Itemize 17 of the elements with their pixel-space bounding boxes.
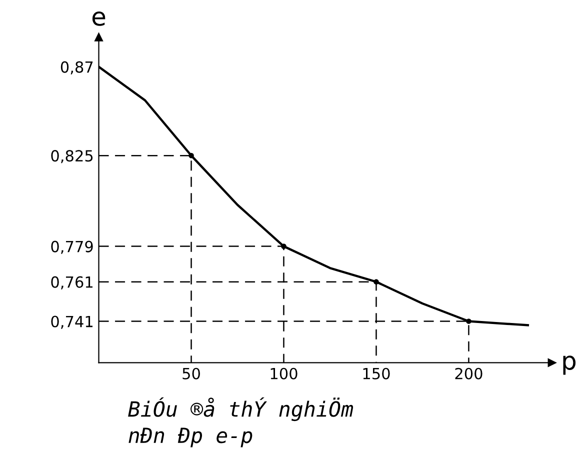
y-tick-label: 0,779 [51,240,93,254]
point [466,318,472,324]
x-axis-title: p [563,356,576,375]
point [281,244,286,249]
y-tick-label: 0,761 [51,276,92,290]
y-tick-label: 0,87 [60,61,93,74]
y-tick-label: 0,825 [51,150,93,164]
x-tick-label: 100 [270,368,298,380]
x-tick-label: 150 [363,368,390,380]
point [188,152,194,158]
text: BiÓu ®å thÝ nghiÖm [128,397,354,422]
point [374,279,379,284]
y-tick-label: 0,741 [51,316,92,329]
text: nÐn Ðp e-p [128,428,252,448]
y-axis-title: e [92,11,106,26]
x-tick-label: 50 [182,368,200,380]
x-tick-label: 200 [455,368,482,380]
